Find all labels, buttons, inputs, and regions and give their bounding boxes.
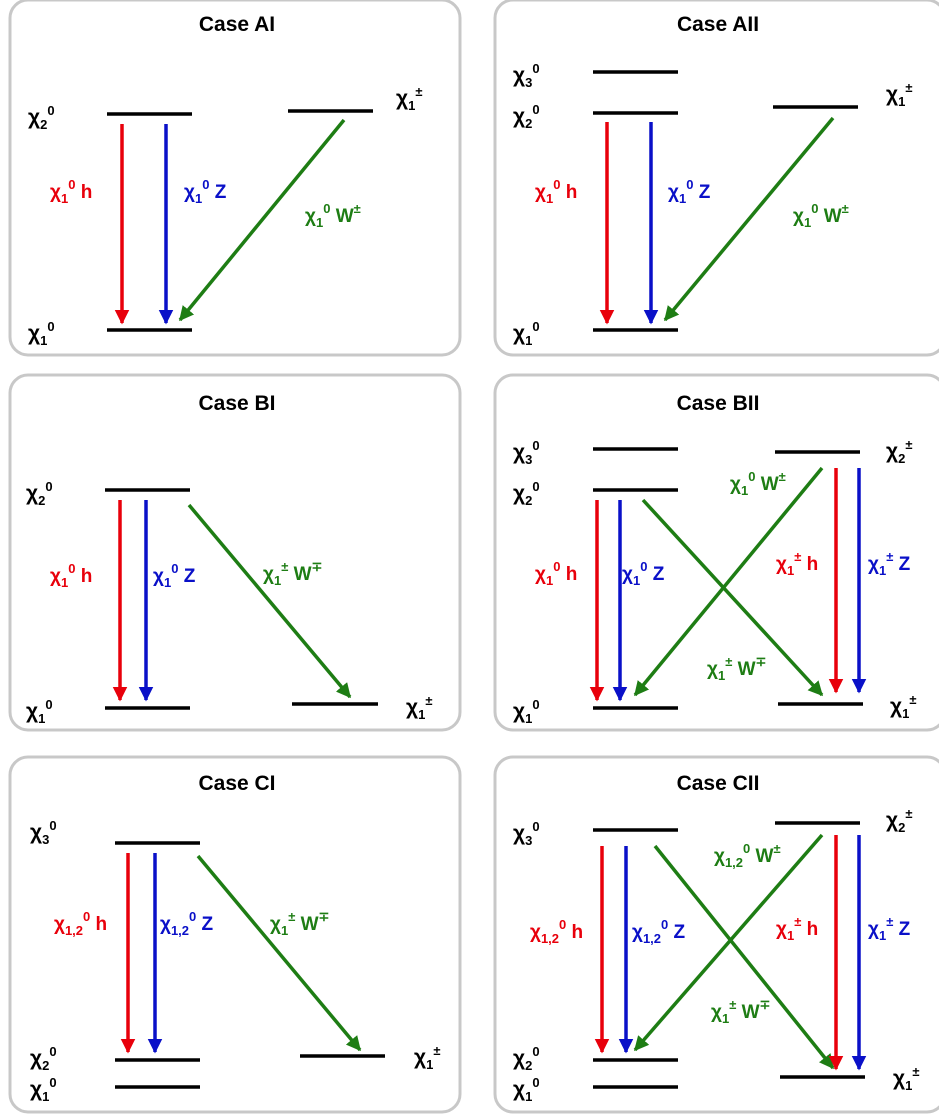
decay-arrow-w: [641, 498, 824, 697]
decay-channel-label: χ1± Z: [868, 914, 911, 943]
decay-channel-label: χ10 W±: [793, 201, 849, 230]
decay-channel-label: χ1,20 h: [530, 917, 583, 946]
decay-arrow-w: [633, 833, 824, 1052]
decay-channel-label: χ10 Z: [153, 561, 196, 590]
decay-channel-label: χ10 h: [535, 177, 577, 206]
energy-level-label: χ20: [30, 1044, 57, 1073]
panel-case-aii: Case AII χ30 χ20 χ10 χ1± χ10 h χ10 Z χ10 W±: [493, 0, 939, 357]
decay-channel-label: χ10 Z: [622, 559, 665, 588]
energy-level-label: χ1±: [890, 692, 916, 721]
decay-channel-label: χ10 Z: [668, 177, 711, 206]
energy-level-label: χ20: [26, 479, 53, 508]
decay-arrow-w: [196, 854, 362, 1052]
panel-title: Case BII: [677, 392, 760, 415]
energy-level-label: χ20: [28, 103, 55, 132]
energy-level-label: χ1±: [893, 1064, 919, 1093]
panel-title: Case AII: [677, 13, 759, 36]
decay-channel-label: χ1,20 h: [54, 909, 107, 938]
energy-level-label: χ10: [30, 1075, 57, 1104]
energy-level-label: χ10: [26, 697, 53, 726]
panel-title: Case CI: [198, 772, 275, 795]
decay-channel-label: χ1,20 Z: [632, 917, 686, 946]
energy-level-label: χ2±: [886, 806, 912, 835]
panel-frame: [493, 755, 939, 1114]
decay-channel-label: χ10 h: [50, 561, 92, 590]
decay-arrow-w: [178, 118, 346, 322]
decay-channel-label: χ1,20 Z: [160, 909, 214, 938]
decay-channel-label: χ1± W∓: [270, 909, 329, 938]
decay-channel-label: χ1± Z: [868, 549, 911, 578]
decay-arrow-w: [633, 466, 824, 697]
energy-level-label: χ10: [513, 1075, 540, 1104]
energy-level-label: χ30: [513, 819, 540, 848]
energy-level-label: χ30: [30, 818, 57, 847]
decay-channel-label: χ1,20 W±: [714, 841, 781, 870]
panel-frame: [8, 373, 462, 732]
energy-level-label: χ30: [513, 61, 540, 90]
panel-frame: [493, 373, 939, 732]
energy-level-label: χ1±: [396, 84, 422, 113]
decay-channel-label: χ10 h: [535, 559, 577, 588]
panel-frame: [8, 755, 462, 1114]
energy-level-label: χ10: [28, 319, 55, 348]
panel-frame: [493, 0, 939, 357]
panel-case-bii: Case BII χ30 χ20 χ10 χ2± χ1± χ10 h χ10 Z χ10 W± χ…: [493, 373, 939, 732]
energy-level-label: χ30: [513, 438, 540, 467]
decay-channel-label: χ10 h: [50, 177, 92, 206]
panel-title: Case CII: [677, 772, 760, 795]
panel-title: Case BI: [198, 392, 275, 415]
decay-arrow-w: [653, 844, 835, 1070]
energy-level-label: χ1±: [414, 1043, 440, 1072]
panel-case-bi: Case BI χ20 χ10 χ1± χ10 h χ10 Z χ1± W∓: [8, 373, 462, 732]
energy-level-label: χ20: [513, 1044, 540, 1073]
decay-channel-label: χ1± W∓: [711, 997, 770, 1026]
decay-channel-label: χ1± h: [776, 914, 818, 943]
energy-level-label: χ1±: [406, 693, 432, 722]
energy-level-label: χ20: [513, 479, 540, 508]
energy-level-label: χ2±: [886, 437, 912, 466]
decay-channel-label: χ1± h: [776, 549, 818, 578]
decay-channel-label: χ1± W∓: [263, 559, 322, 588]
panel-frame: [8, 0, 462, 357]
panel-case-ai: Case AI χ20 χ10 χ1± χ10 h χ10 Z χ10 W±: [8, 0, 462, 357]
decay-arrow-w: [663, 116, 835, 322]
decay-channel-label: χ1± W∓: [707, 654, 766, 683]
energy-level-label: χ10: [513, 697, 540, 726]
decay-arrow-w: [187, 503, 352, 699]
energy-level-label: χ1±: [886, 80, 912, 109]
decay-channel-label: χ10 W±: [730, 469, 786, 498]
decay-channel-label: χ10 Z: [184, 177, 227, 206]
panel-title: Case AI: [199, 13, 275, 36]
decay-channel-label: χ10 W±: [305, 201, 361, 230]
energy-level-label: χ20: [513, 102, 540, 131]
energy-level-label: χ10: [513, 319, 540, 348]
